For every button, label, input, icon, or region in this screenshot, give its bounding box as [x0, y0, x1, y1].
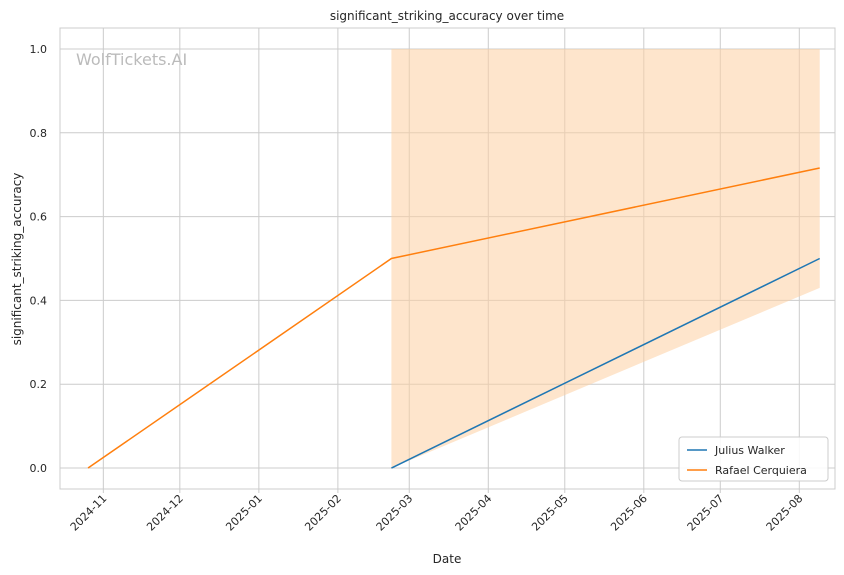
confidence-band: [391, 48, 820, 469]
series-line: [391, 257, 821, 469]
x-tick-label: 2025-03: [374, 492, 416, 534]
x-tick-label: 2025-05: [529, 492, 571, 534]
legend-label: Rafael Cerquiera: [715, 464, 807, 477]
x-tick-label: 2025-08: [764, 492, 806, 534]
x-tick-label: 2025-01: [223, 492, 265, 534]
y-tick-label: 0.4: [30, 294, 48, 307]
x-axis-label: Date: [433, 552, 462, 566]
y-tick-label: 0.0: [30, 462, 48, 475]
series-line: [87, 167, 820, 469]
x-tick-label: 2025-04: [453, 492, 495, 534]
x-tick-label: 2025-02: [302, 492, 344, 534]
x-tick-label: 2024-12: [144, 492, 186, 534]
x-tick-label: 2025-06: [608, 492, 650, 534]
y-tick-label: 1.0: [30, 43, 48, 56]
plot-frame: [59, 27, 836, 490]
x-tick-label: 2025-07: [685, 492, 727, 534]
x-tick-label: 2024-11: [68, 492, 110, 534]
chart-title: significant_striking_accuracy over time: [330, 9, 564, 23]
legend-box: [678, 436, 829, 482]
y-tick-label: 0.8: [30, 127, 48, 140]
legend: Julius Walker Rafael Cerquiera: [678, 436, 829, 482]
y-tick-label: 0.2: [30, 378, 48, 391]
y-tick-label: 0.6: [30, 211, 48, 224]
plot-area: WolfTickets.AI 2024-11 2024-12 2025-01 2025-…: [30, 27, 836, 534]
legend-label: Julius Walker: [714, 444, 785, 457]
watermark: WolfTickets.AI: [76, 50, 187, 69]
y-axis-label: significant_striking_accuracy: [10, 173, 24, 346]
